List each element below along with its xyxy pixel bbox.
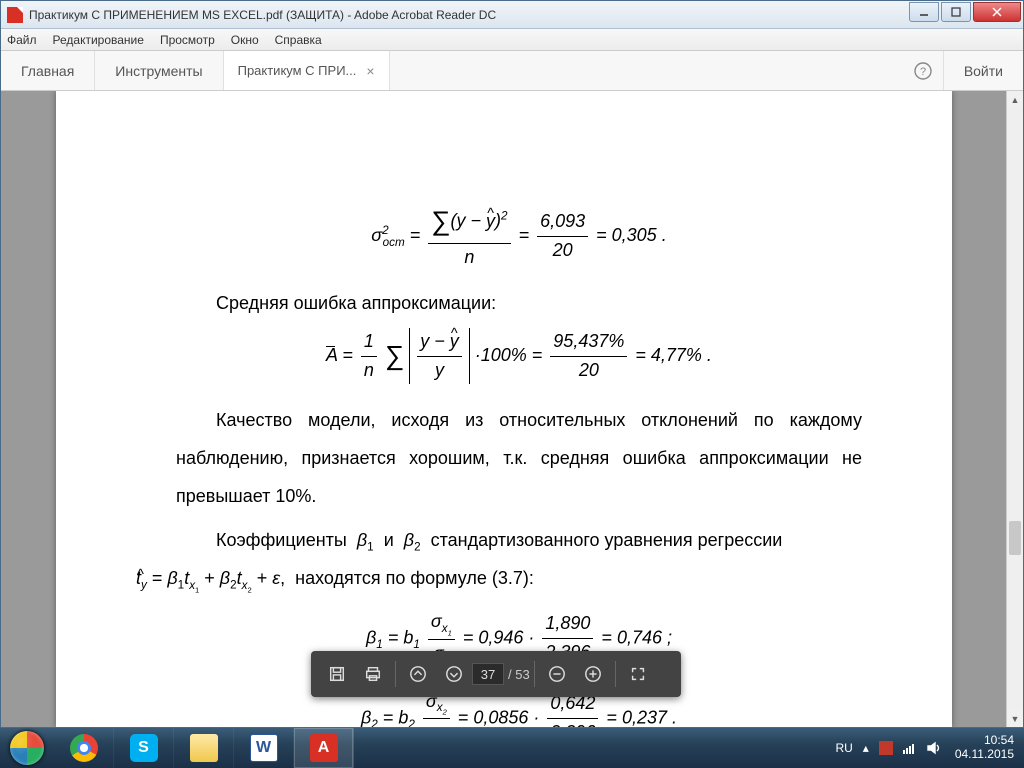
prev-page-button[interactable]	[400, 656, 436, 692]
svg-text:?: ?	[920, 66, 926, 78]
minus-icon	[548, 665, 566, 683]
print-button[interactable]	[355, 656, 391, 692]
windows-orb-icon	[10, 731, 44, 765]
tray-date: 04.11.2015	[955, 748, 1014, 762]
page-indicator: / 53	[472, 663, 530, 685]
window-controls	[909, 2, 1023, 22]
menubar: Файл Редактирование Просмотр Окно Справк…	[1, 29, 1023, 51]
tab-tools[interactable]: Инструменты	[95, 51, 223, 90]
arrow-down-icon	[445, 665, 463, 683]
plus-icon	[584, 665, 602, 683]
scroll-up-button[interactable]: ▲	[1007, 91, 1023, 108]
menu-view[interactable]: Просмотр	[160, 33, 215, 47]
tab-document-label: Практикум С ПРИ...	[238, 63, 357, 78]
tabbar: Главная Инструменты Практикум С ПРИ... ×…	[1, 51, 1023, 91]
menu-window[interactable]: Окно	[231, 33, 259, 47]
close-button[interactable]	[973, 2, 1021, 22]
scroll-down-button[interactable]: ▼	[1007, 710, 1023, 727]
tray-volume-icon[interactable]	[927, 741, 941, 755]
minimize-button[interactable]	[909, 2, 939, 22]
tray-network-icon[interactable]	[903, 741, 917, 755]
tray-show-hidden[interactable]: ▴	[863, 741, 869, 755]
taskbar: S W A RU ▴ 10:54 04.11.2015	[0, 728, 1024, 768]
maximize-button[interactable]	[941, 2, 971, 22]
equation-sigma: σ2ост = ∑(y − y)2n = 6,09320 = 0,305 .	[176, 201, 862, 272]
skype-icon: S	[130, 734, 158, 762]
taskbar-chrome[interactable]	[54, 728, 114, 768]
menu-file[interactable]: Файл	[7, 33, 37, 47]
para-quality: Качество модели, исходя из относительных…	[176, 402, 862, 515]
folder-icon	[190, 734, 218, 762]
start-button[interactable]	[0, 728, 54, 768]
fullscreen-icon	[629, 665, 647, 683]
scroll-thumb[interactable]	[1009, 521, 1021, 555]
page-number-input[interactable]	[472, 663, 504, 685]
menu-edit[interactable]: Редактирование	[53, 33, 144, 47]
page-total: 53	[515, 667, 529, 682]
page-sep: /	[508, 667, 512, 682]
window-title: Практикум С ПРИМЕНЕНИЕМ MS EXCEL.pdf (ЗА…	[29, 8, 909, 22]
tray-lang[interactable]: RU	[835, 741, 852, 755]
help-icon: ?	[914, 62, 932, 80]
menu-help[interactable]: Справка	[275, 33, 322, 47]
titlebar[interactable]: Практикум С ПРИМЕНЕНИЕМ MS EXCEL.pdf (ЗА…	[1, 1, 1023, 29]
tray-time: 10:54	[955, 734, 1014, 748]
document-area: σ2ост = ∑(y − y)2n = 6,09320 = 0,305 . С…	[1, 91, 1023, 727]
save-icon	[328, 665, 346, 683]
acrobat-icon: A	[310, 734, 338, 762]
tab-home[interactable]: Главная	[1, 51, 95, 90]
next-page-button[interactable]	[436, 656, 472, 692]
chrome-icon	[70, 734, 98, 762]
tab-close-icon[interactable]: ×	[366, 63, 374, 79]
print-icon	[364, 665, 382, 683]
para-coeff: Коэффициенты β1 и β2 стандартизованного …	[176, 522, 862, 598]
fullscreen-button[interactable]	[620, 656, 656, 692]
taskbar-skype[interactable]: S	[114, 728, 174, 768]
login-button[interactable]: Войти	[943, 51, 1023, 90]
pdf-page[interactable]: σ2ост = ∑(y − y)2n = 6,09320 = 0,305 . С…	[56, 91, 952, 727]
equation-a: A = 1n ∑ y − yy ·100% = 95,437%20 = 4,77…	[176, 328, 862, 385]
taskbar-acrobat[interactable]: A	[294, 728, 354, 768]
zoom-out-button[interactable]	[539, 656, 575, 692]
app-icon	[7, 7, 23, 23]
vertical-scrollbar[interactable]: ▲ ▼	[1006, 91, 1023, 727]
zoom-in-button[interactable]	[575, 656, 611, 692]
word-icon: W	[250, 734, 278, 762]
para-avg-error: Средняя ошибка аппроксимации:	[176, 290, 862, 318]
app-window: Практикум С ПРИМЕНЕНИЕМ MS EXCEL.pdf (ЗА…	[0, 0, 1024, 728]
tray-clock[interactable]: 10:54 04.11.2015	[955, 734, 1014, 762]
tray-flag-icon[interactable]	[879, 741, 893, 755]
taskbar-explorer[interactable]	[174, 728, 234, 768]
floating-toolbar: / 53	[311, 651, 681, 697]
arrow-up-icon	[409, 665, 427, 683]
taskbar-word[interactable]: W	[234, 728, 294, 768]
tab-document[interactable]: Практикум С ПРИ... ×	[224, 51, 390, 90]
help-button[interactable]: ?	[903, 51, 943, 90]
page-content: σ2ост = ∑(y − y)2n = 6,09320 = 0,305 . С…	[56, 91, 952, 727]
system-tray: RU ▴ 10:54 04.11.2015	[825, 734, 1024, 762]
save-button[interactable]	[319, 656, 355, 692]
